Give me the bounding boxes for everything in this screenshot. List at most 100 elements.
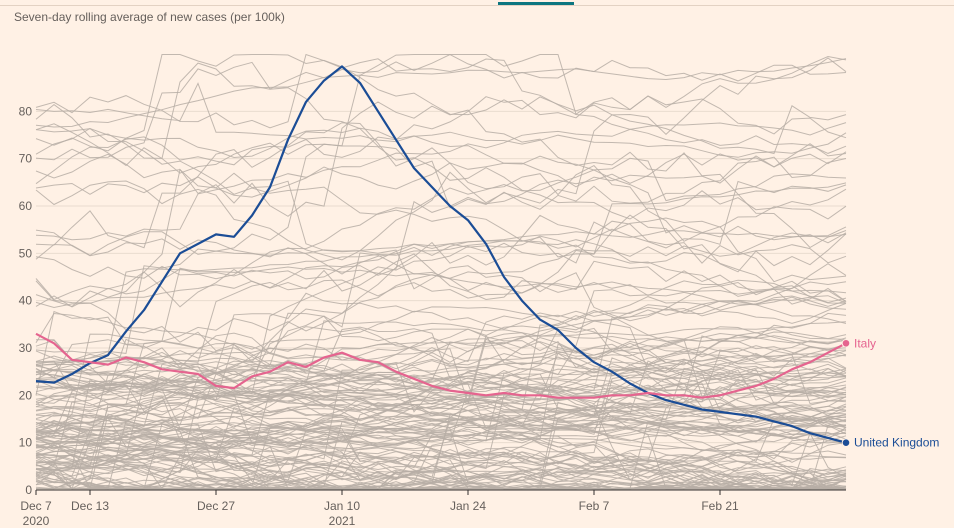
other-country-line — [35, 451, 847, 490]
other-country-line — [35, 101, 847, 308]
other-country-line — [35, 378, 847, 448]
other-country-line — [35, 327, 847, 411]
other-country-line — [35, 230, 847, 354]
other-country-line — [35, 279, 847, 363]
other-country-line — [35, 289, 847, 450]
other-country-line — [35, 343, 847, 489]
other-country-line — [35, 340, 847, 412]
active-tab-indicator — [498, 2, 574, 5]
other-country-line — [35, 128, 847, 304]
x-tick-label: Feb 21 — [701, 499, 739, 513]
other-country-line — [35, 372, 847, 440]
other-country-line — [35, 444, 847, 490]
other-country-line — [35, 351, 847, 443]
y-tick-label: 50 — [19, 246, 33, 260]
other-country-line — [35, 361, 847, 424]
other-country-line — [35, 58, 847, 128]
other-country-line — [35, 410, 847, 436]
other-country-line — [35, 367, 847, 433]
other-country-line — [35, 326, 847, 398]
other-country-line — [35, 465, 847, 490]
italy-end-point — [841, 338, 851, 348]
other-country-line — [35, 321, 847, 366]
other-country-line — [35, 229, 847, 303]
x-tick-sublabel: 2020 — [23, 514, 50, 528]
united-kingdom-label: United Kingdom — [854, 436, 939, 450]
other-countries-lines — [35, 53, 847, 490]
other-country-line — [35, 205, 847, 401]
other-country-line — [36, 403, 847, 490]
other-country-line — [35, 320, 847, 392]
x-tick-label: Dec 27 — [197, 499, 235, 513]
other-country-line — [35, 53, 847, 154]
other-country-line — [35, 295, 847, 408]
other-country-line — [35, 444, 847, 487]
other-country-line — [35, 122, 847, 241]
other-country-line — [35, 127, 847, 244]
other-country-line — [35, 95, 847, 185]
other-country-line — [35, 123, 847, 220]
other-country-line — [35, 426, 847, 490]
other-country-line — [35, 54, 847, 155]
other-country-line — [35, 413, 847, 467]
other-country-line — [35, 421, 847, 438]
other-country-line — [35, 426, 847, 490]
y-tick-label: 10 — [19, 436, 33, 450]
italy-label: Italy — [854, 336, 876, 350]
other-country-line — [35, 410, 847, 445]
other-country-line — [35, 157, 847, 280]
other-country-line — [35, 214, 847, 363]
other-country-line — [35, 417, 847, 490]
other-country-line — [35, 180, 847, 322]
other-country-line — [35, 354, 847, 439]
y-tick-label: 80 — [19, 104, 33, 118]
other-country-line — [35, 54, 847, 260]
other-country-line — [35, 312, 847, 426]
other-country-line — [35, 455, 847, 490]
y-tick-label: 20 — [19, 388, 33, 402]
x-tick-label: Jan 24 — [450, 499, 486, 513]
chart-subtitle: Seven-day rolling average of new cases (… — [14, 10, 285, 24]
united-kingdom-line — [35, 65, 847, 444]
y-tick-label: 0 — [25, 483, 32, 497]
other-country-line — [35, 357, 847, 448]
x-tick-label: Jan 10 — [324, 499, 360, 513]
other-country-line — [35, 226, 847, 467]
other-country-line — [35, 296, 847, 407]
other-country-line — [35, 414, 847, 490]
other-country-line — [35, 363, 847, 398]
y-tick-label: 40 — [19, 294, 33, 308]
other-country-line — [35, 425, 846, 490]
other-country-line — [35, 82, 847, 158]
highlighted-series: United Kingdom Italy — [35, 65, 939, 450]
top-rule — [0, 0, 954, 6]
y-tick-label: 30 — [19, 341, 33, 355]
other-country-line — [35, 122, 847, 283]
other-country-line — [35, 310, 847, 429]
other-country-line — [35, 360, 847, 421]
other-country-line — [35, 180, 847, 309]
other-country-line — [35, 414, 847, 490]
united-kingdom-end-point — [841, 438, 851, 447]
y-tick-label: 70 — [19, 152, 33, 166]
other-country-line — [35, 388, 847, 463]
other-country-line — [35, 143, 847, 198]
other-country-line — [35, 302, 847, 465]
other-country-line — [35, 151, 847, 308]
x-tick-sublabel: 2021 — [329, 514, 356, 528]
other-country-line — [35, 62, 847, 210]
y-axis-tick-labels: 0 10 20 30 40 50 60 70 80 — [19, 104, 33, 497]
y-tick-label: 60 — [19, 199, 33, 213]
x-tick-label: Dec 13 — [71, 499, 109, 513]
x-tick-label: Dec 7 — [20, 499, 52, 513]
other-country-line — [35, 296, 847, 489]
other-country-line — [35, 57, 847, 253]
other-country-line — [35, 375, 847, 429]
other-country-line — [35, 443, 846, 490]
italy-line — [35, 332, 847, 399]
other-country-line — [35, 253, 847, 308]
x-tick-label: Feb 7 — [579, 499, 610, 513]
other-country-line — [35, 419, 846, 490]
other-country-line — [35, 53, 847, 161]
